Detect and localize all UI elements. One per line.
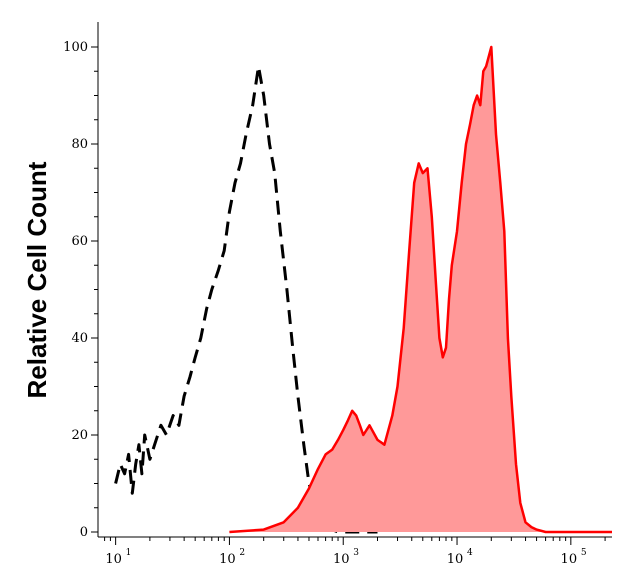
y-tick-label-4: 80	[71, 137, 88, 152]
x-tick-label-4: 10	[561, 552, 578, 567]
x-tick-exp-0: 1	[126, 548, 132, 558]
x-tick-exp-1: 2	[239, 548, 245, 558]
series-1-line	[229, 45, 612, 534]
y-axis-label: Relative Cell Count	[22, 161, 52, 398]
x-tick-exp-3: 4	[467, 548, 473, 558]
y-tick-label-0: 0	[80, 525, 88, 540]
y-tick-label-1: 20	[71, 428, 88, 443]
y-tick-label-3: 60	[71, 234, 88, 249]
x-tick-label-2: 10	[333, 552, 350, 567]
x-tick-exp-4: 5	[581, 548, 587, 558]
x-tick-label-0: 10	[105, 552, 122, 567]
x-tick-label-3: 10	[447, 552, 464, 567]
x-tick-exp-2: 3	[353, 548, 359, 558]
series-1-area-fill	[229, 47, 612, 532]
y-tick-label-5: 100	[63, 40, 88, 55]
series-layer	[114, 45, 612, 534]
x-tick-label-1: 10	[219, 552, 236, 567]
y-tick-label-2: 40	[71, 331, 88, 346]
